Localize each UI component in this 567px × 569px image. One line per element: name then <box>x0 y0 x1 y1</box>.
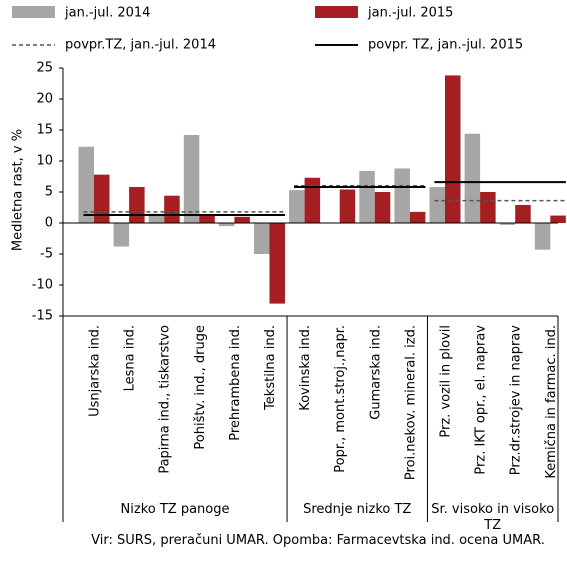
y-tick-label: 0 <box>45 216 53 231</box>
x-tick-label: Lesna ind. <box>123 325 138 391</box>
bar <box>304 177 321 223</box>
bar <box>289 190 305 223</box>
y-tick-label: 5 <box>45 185 53 200</box>
bar <box>429 187 445 223</box>
bar <box>480 192 496 223</box>
group-label: Srednje nizko TZ <box>303 502 412 517</box>
x-tick-label: Popr., mont.stroj.,napr. <box>333 325 348 473</box>
bar <box>183 134 200 223</box>
bar <box>374 192 391 223</box>
bar <box>129 187 145 223</box>
legend-swatch <box>315 6 358 18</box>
x-tick-label: Kemična in farmac. ind. <box>544 325 559 479</box>
bar <box>409 211 426 223</box>
x-tick-label: Prz. vozil in plovil <box>439 325 454 438</box>
x-tick-label: Proi.nekov. mineral. izd. <box>403 325 418 480</box>
bar <box>464 133 481 223</box>
legend-label: povpr.TZ, jan.-jul. 2014 <box>65 38 216 53</box>
source-note: Vir: SURS, preračuni UMAR. Opomba: Farma… <box>91 533 545 548</box>
x-tick-label: Pohištv. ind., druge <box>193 325 208 450</box>
bar <box>339 189 356 223</box>
x-tick-label: Tekstilna ind. <box>263 325 278 411</box>
y-tick-label: -15 <box>32 309 53 324</box>
y-tick-label: 20 <box>36 92 53 107</box>
bar <box>515 205 531 223</box>
y-tick-label: 15 <box>36 123 53 138</box>
x-tick-label: Papirna ind., tiskarstvo <box>158 325 173 474</box>
bar <box>534 223 551 250</box>
bar <box>234 216 250 223</box>
x-tick-label: Prz. IKT opr., el. naprav <box>474 325 489 475</box>
legend-label: jan.-jul. 2014 <box>64 6 150 21</box>
legend-label: povpr. TZ, jan.-jul. 2015 <box>368 38 523 53</box>
y-tick-label: 10 <box>36 154 53 169</box>
bar <box>218 223 235 227</box>
bar <box>148 213 165 223</box>
group-label: Nizko TZ panoge <box>120 502 230 517</box>
bar <box>78 146 94 223</box>
bar <box>254 223 270 254</box>
x-tick-label: Prz.dr.strojev in naprav <box>509 325 524 476</box>
y-tick-label: 25 <box>36 61 53 76</box>
y-tick-label: -5 <box>40 247 53 262</box>
group-label: Sr. visoko in visoko TZ <box>431 502 555 533</box>
x-tick-label: Gumarska ind. <box>368 325 383 420</box>
x-tick-label: Usnjarska ind. <box>88 325 103 417</box>
bar <box>113 223 130 247</box>
y-axis-label: Medletna rast, v % <box>11 129 26 251</box>
legend-swatch <box>12 6 55 18</box>
bar <box>94 174 110 223</box>
y-tick-label: -10 <box>32 278 53 293</box>
x-tick-label: Prehrambena ind. <box>228 325 243 441</box>
bar <box>394 168 410 223</box>
x-tick-label: Kovinska ind. <box>298 325 313 411</box>
bar <box>445 75 461 223</box>
legend-label: jan.-jul. 2015 <box>367 6 453 21</box>
bar <box>550 215 566 223</box>
bar <box>499 223 516 225</box>
bar <box>164 195 180 223</box>
bar <box>269 223 285 304</box>
bar <box>359 170 375 223</box>
bar <box>199 214 215 223</box>
